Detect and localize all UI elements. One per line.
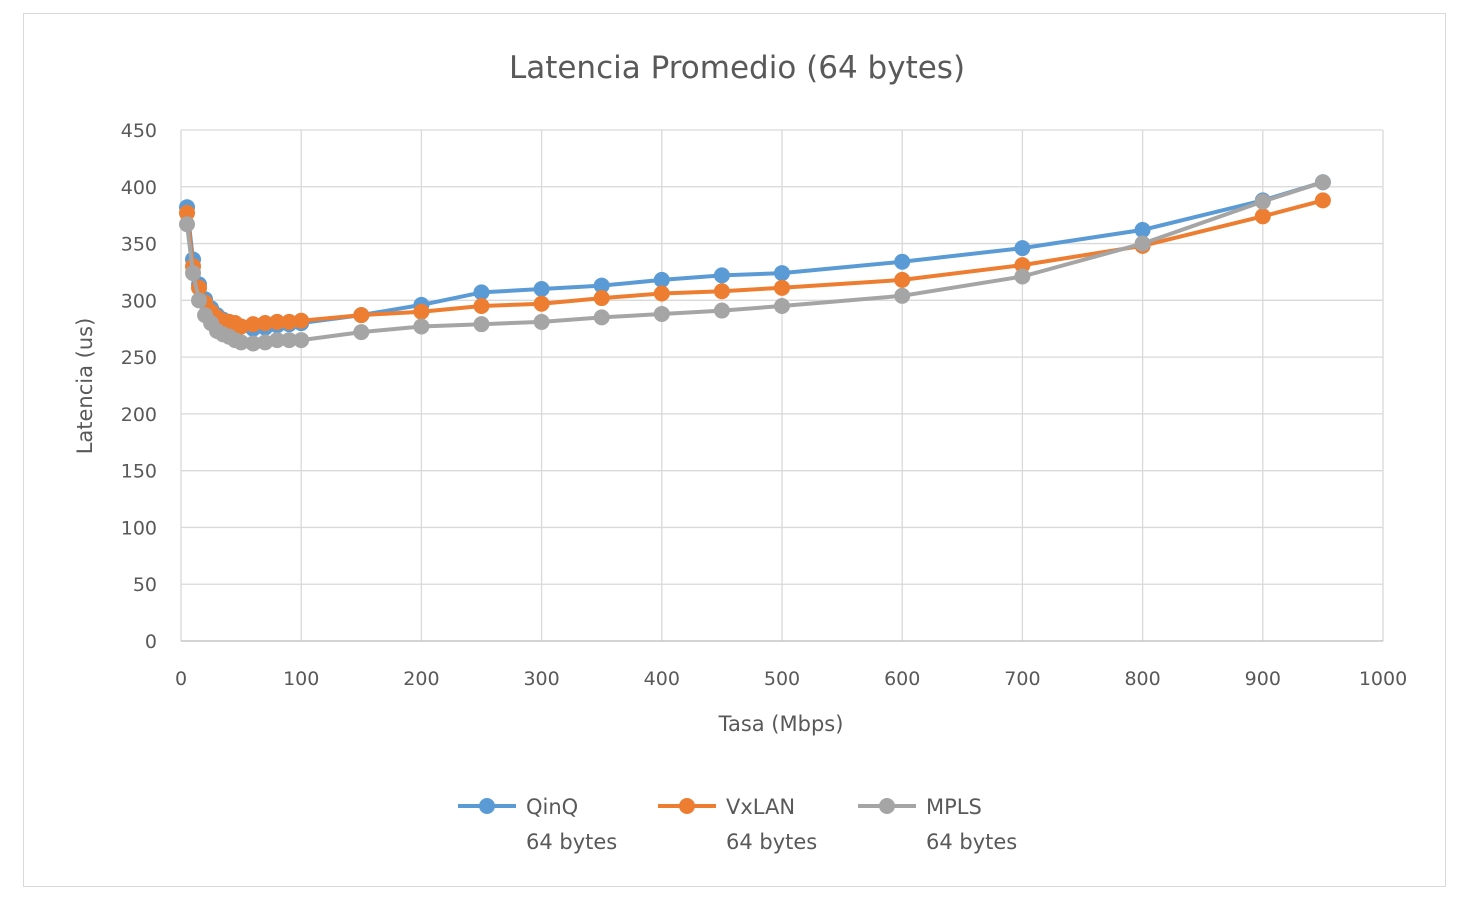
data-point bbox=[1314, 174, 1331, 191]
legend-item: MPLS 64 bytes bbox=[858, 795, 1017, 854]
data-point bbox=[774, 265, 790, 282]
data-point bbox=[713, 283, 730, 300]
legend-marker bbox=[679, 798, 695, 814]
chart-title: Latencia Promedio (64 bytes) bbox=[509, 50, 965, 86]
legend-label: MPLS bbox=[926, 795, 982, 819]
y-tick-label: 350 bbox=[121, 234, 157, 256]
legend-label-line2: 64 bytes bbox=[726, 830, 817, 854]
data-point bbox=[713, 302, 730, 319]
data-point bbox=[473, 284, 490, 301]
y-tick-label: 100 bbox=[121, 517, 157, 539]
data-point bbox=[1134, 235, 1151, 252]
data-point bbox=[653, 285, 670, 302]
gridlines bbox=[180, 129, 1384, 642]
series-qinq bbox=[179, 174, 1331, 337]
data-point bbox=[185, 265, 202, 282]
data-point bbox=[353, 307, 370, 324]
series-vxlan bbox=[179, 192, 1331, 335]
data-point bbox=[269, 313, 286, 330]
x-axis-title: Tasa (Mbps) bbox=[718, 712, 844, 736]
legend: QinQ 64 bytes VxLAN 64 bytes MPLS 64 bytes bbox=[458, 795, 1017, 854]
x-tick-label: 300 bbox=[523, 668, 559, 690]
data-point bbox=[233, 318, 250, 335]
data-point bbox=[1014, 240, 1031, 257]
y-tick-label: 0 bbox=[145, 631, 157, 653]
data-point bbox=[894, 287, 911, 304]
data-point bbox=[179, 204, 196, 221]
legend-label: VxLAN bbox=[726, 795, 795, 819]
x-tick-label: 800 bbox=[1124, 668, 1160, 690]
data-point bbox=[257, 315, 274, 332]
data-point bbox=[593, 290, 610, 307]
data-point bbox=[281, 313, 298, 330]
chart-frame bbox=[23, 13, 1446, 887]
data-point bbox=[653, 271, 670, 288]
x-tick-label: 500 bbox=[764, 668, 800, 690]
data-point bbox=[1134, 221, 1151, 238]
data-point bbox=[269, 332, 286, 349]
data-point bbox=[1254, 208, 1271, 225]
data-point bbox=[413, 303, 430, 320]
y-tick-label: 400 bbox=[121, 177, 157, 199]
data-point bbox=[593, 277, 610, 294]
legend-item: VxLAN 64 bytes bbox=[658, 795, 817, 854]
x-axis-ticks: 0 100 200 300 400 500 600 700 800 900 1000 bbox=[175, 668, 1407, 690]
data-point bbox=[593, 309, 610, 326]
series-mpls bbox=[179, 174, 1331, 352]
legend-item: QinQ 64 bytes bbox=[458, 795, 617, 854]
data-point bbox=[533, 280, 550, 297]
legend-marker bbox=[479, 798, 495, 814]
data-point bbox=[533, 313, 550, 330]
data-point bbox=[353, 324, 370, 341]
x-tick-label: 600 bbox=[884, 668, 920, 690]
data-point bbox=[245, 316, 262, 333]
x-tick-label: 700 bbox=[1004, 668, 1040, 690]
x-tick-label: 100 bbox=[283, 668, 319, 690]
x-tick-label: 1000 bbox=[1359, 668, 1407, 690]
data-point bbox=[293, 312, 310, 329]
data-point bbox=[894, 271, 911, 288]
x-tick-label: 400 bbox=[644, 668, 680, 690]
data-point bbox=[293, 332, 310, 349]
data-point bbox=[191, 292, 208, 309]
data-point bbox=[774, 298, 790, 315]
data-point bbox=[774, 279, 790, 296]
y-tick-label: 150 bbox=[121, 461, 157, 483]
data-point bbox=[413, 318, 430, 335]
data-point bbox=[713, 267, 730, 284]
data-point bbox=[245, 335, 262, 352]
y-tick-label: 250 bbox=[121, 347, 157, 369]
data-point bbox=[1014, 257, 1031, 274]
data-point bbox=[1014, 268, 1031, 285]
data-point bbox=[1314, 192, 1331, 209]
series-layer bbox=[179, 174, 1331, 352]
data-point bbox=[894, 253, 911, 270]
legend-label-line2: 64 bytes bbox=[526, 830, 617, 854]
legend-label-line2: 64 bytes bbox=[926, 830, 1017, 854]
y-tick-label: 200 bbox=[121, 404, 157, 426]
x-tick-label: 200 bbox=[403, 668, 439, 690]
data-point bbox=[473, 316, 490, 333]
data-point bbox=[179, 216, 196, 233]
data-point bbox=[257, 334, 274, 351]
data-point bbox=[1254, 193, 1271, 210]
data-point bbox=[233, 334, 250, 351]
data-point bbox=[473, 298, 490, 315]
x-tick-label: 900 bbox=[1245, 668, 1281, 690]
legend-marker bbox=[879, 798, 895, 814]
y-axis-ticks: 0 50 100 150 200 250 300 350 400 450 bbox=[121, 120, 157, 653]
data-point bbox=[533, 295, 550, 312]
y-tick-label: 300 bbox=[121, 290, 157, 312]
x-tick-label: 0 bbox=[175, 668, 187, 690]
y-tick-label: 450 bbox=[121, 120, 157, 142]
data-point bbox=[653, 305, 670, 322]
y-axis-title: Latencia (us) bbox=[73, 318, 97, 455]
y-tick-label: 50 bbox=[133, 574, 157, 596]
data-point bbox=[281, 332, 298, 349]
legend-label: QinQ bbox=[526, 795, 578, 819]
